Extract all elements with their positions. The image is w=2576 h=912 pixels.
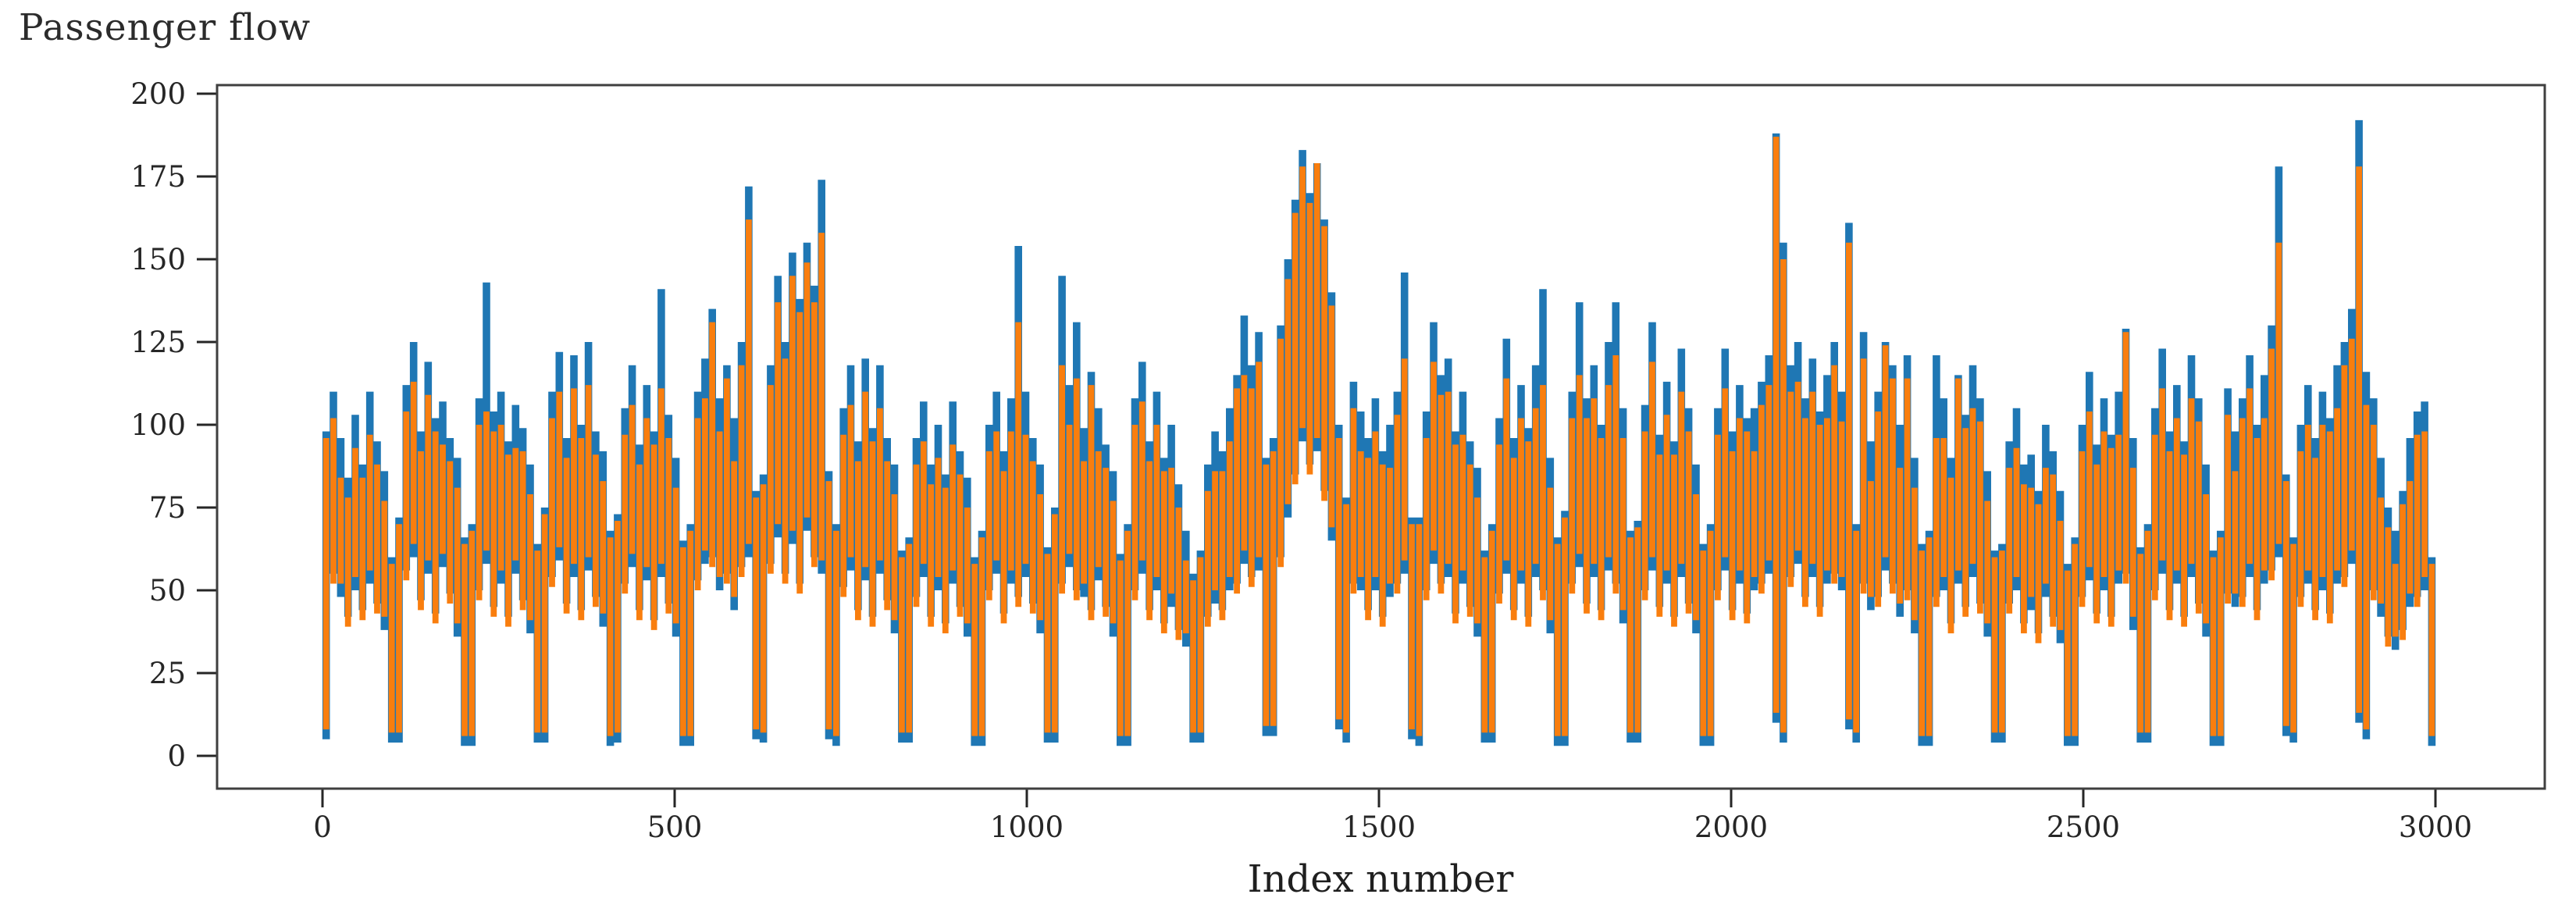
- x-tick-label: 1500: [1342, 810, 1416, 844]
- orange-series: [322, 137, 2435, 736]
- blue-series: [322, 119, 2436, 746]
- y-tick-label: 125: [130, 326, 186, 359]
- y-tick-label: 100: [130, 408, 186, 442]
- series-layer: [322, 119, 2436, 746]
- x-tick-label: 500: [647, 810, 703, 844]
- y-tick-label: 0: [167, 739, 186, 773]
- x-tick-label: 2000: [1694, 810, 1768, 844]
- x-tick-label: 1000: [990, 810, 1064, 844]
- x-axis-title: Index number: [1248, 857, 1514, 901]
- y-tick-label: 75: [149, 491, 186, 525]
- x-tick-label: 2500: [2047, 810, 2120, 844]
- x-tick-label: 0: [313, 810, 332, 844]
- x-tick-label: 3000: [2399, 810, 2472, 844]
- y-tick-label: 200: [130, 77, 186, 111]
- y-tick-label: 175: [130, 160, 186, 194]
- y-tick-label: 50: [149, 574, 186, 607]
- plot-border: [216, 84, 2546, 790]
- y-axis-title: Passenger flow: [19, 6, 312, 49]
- y-tick-label: 25: [149, 657, 186, 690]
- y-tick-label: 150: [130, 243, 186, 276]
